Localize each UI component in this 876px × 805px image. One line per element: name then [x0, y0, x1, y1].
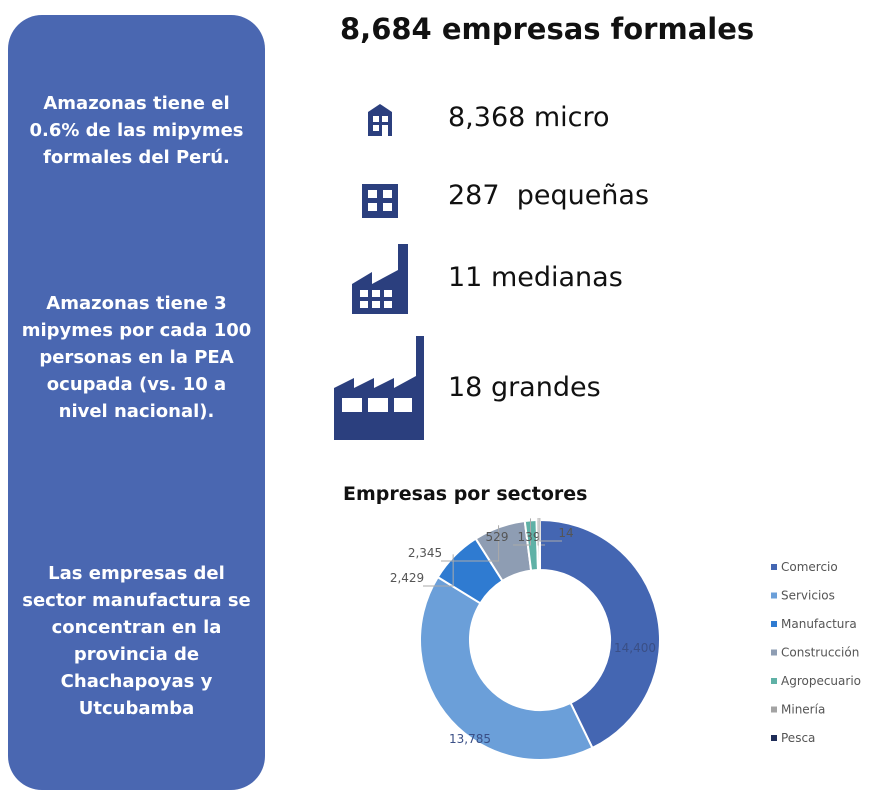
item-text: 8,368 micro [448, 102, 610, 133]
icons [334, 104, 424, 440]
data-label: 14,400 [614, 641, 656, 655]
legend-swatch [771, 678, 777, 684]
legend-label: Agropecuario [781, 674, 861, 688]
icon-small [362, 184, 398, 218]
data-label: 139 [518, 530, 541, 544]
leader-line [423, 554, 454, 587]
data-label: 2,429 [390, 571, 424, 585]
icon-large [334, 336, 424, 440]
legend-label: Construcción [781, 646, 859, 660]
item-text: 287 pequeñas [448, 180, 650, 211]
legend-swatch [771, 621, 777, 627]
panel-text: Amazonas tiene el 0.6% de las mipymes fo… [29, 93, 244, 168]
icon-medium [352, 244, 408, 314]
item-text: 11 medianas [448, 262, 623, 293]
donut-segment [539, 518, 661, 750]
info-panel: Amazonas tiene el 0.6% de las mipymes fo… [8, 15, 265, 790]
data-label: 13,785 [449, 732, 491, 746]
legend-swatch [771, 564, 777, 570]
legend-label: Comercio [781, 560, 838, 574]
legend-label: Servicios [781, 589, 835, 603]
legend-label: Manufactura [781, 617, 857, 631]
leader-line [441, 525, 500, 562]
donut-segment [419, 575, 594, 761]
legend-swatch [771, 592, 777, 599]
legend-label: Pesca [781, 731, 815, 745]
chart-title: Empresas por sectores [343, 483, 588, 505]
data-label: 14 [558, 526, 573, 540]
panel-text: Amazonas tiene 3 mipymes por cada 100 pe… [21, 293, 252, 422]
leader-line [537, 518, 545, 546]
data-label: 529 [486, 530, 509, 544]
icon-micro [368, 104, 392, 136]
legend-swatch [771, 706, 777, 713]
legend-label: Minería [781, 703, 825, 717]
leader-line [539, 518, 562, 542]
item-text: 18 grandes [448, 372, 601, 403]
leader-line [513, 518, 531, 546]
legend-swatch [771, 735, 777, 741]
data-label: 2,345 [408, 546, 442, 560]
panel-text: Las empresas del sector manufactura se c… [22, 563, 251, 719]
legend-swatch [771, 649, 777, 656]
title: 8,684 empresas formales [340, 12, 755, 46]
